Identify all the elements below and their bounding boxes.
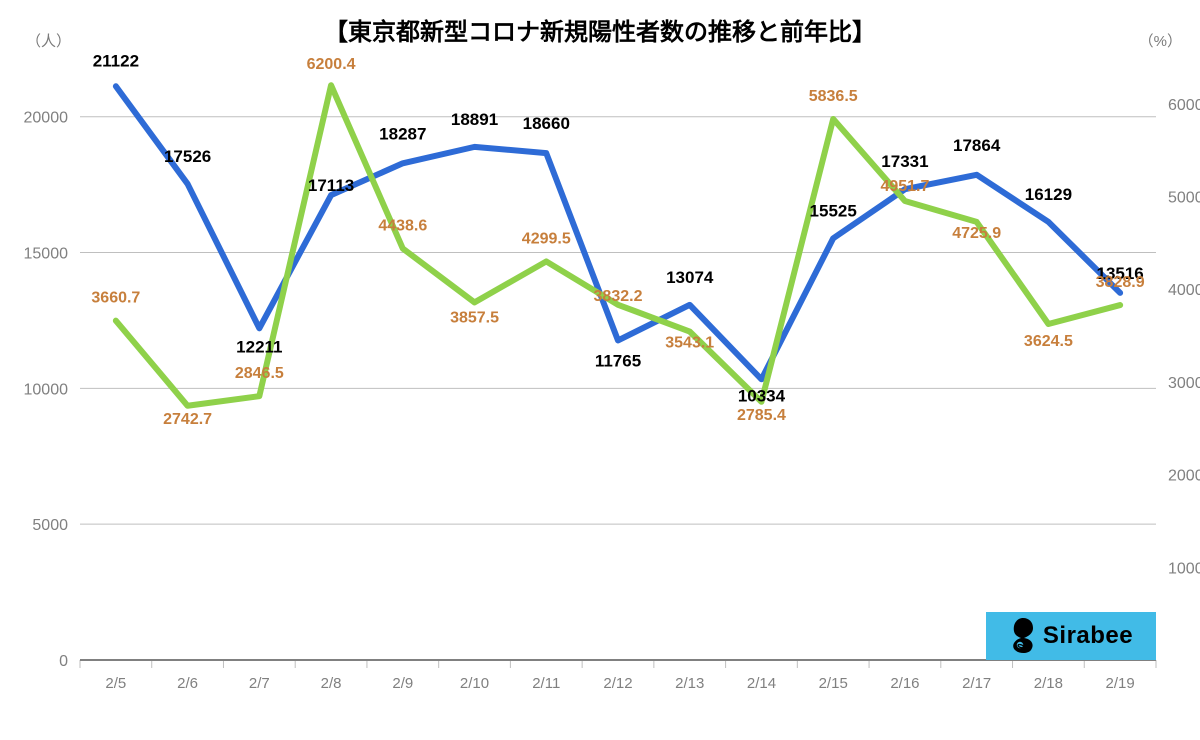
- svg-text:2/17: 2/17: [962, 675, 991, 692]
- svg-text:17113: 17113: [308, 176, 354, 195]
- svg-text:2846.5: 2846.5: [235, 365, 284, 382]
- svg-text:2/11: 2/11: [532, 675, 560, 692]
- svg-text:4951.7: 4951.7: [880, 178, 929, 195]
- svg-text:2/10: 2/10: [460, 675, 489, 692]
- svg-text:3624.5: 3624.5: [1024, 333, 1073, 350]
- svg-text:4438.6: 4438.6: [378, 218, 427, 235]
- svg-text:2/13: 2/13: [675, 675, 704, 692]
- svg-text:2/9: 2/9: [392, 675, 413, 692]
- svg-text:3857.5: 3857.5: [450, 309, 499, 326]
- svg-text:3000: 3000: [1168, 375, 1200, 392]
- svg-text:2/8: 2/8: [321, 675, 342, 692]
- svg-text:2785.4: 2785.4: [737, 407, 786, 424]
- svg-text:0: 0: [59, 653, 68, 670]
- svg-text:2/7: 2/7: [249, 675, 270, 692]
- svg-text:2/14: 2/14: [747, 675, 776, 692]
- svg-text:6200.4: 6200.4: [307, 56, 356, 73]
- svg-text:18660: 18660: [523, 114, 570, 133]
- svg-text:20000: 20000: [24, 110, 69, 127]
- svg-text:18891: 18891: [451, 110, 498, 129]
- svg-text:18287: 18287: [379, 124, 426, 143]
- svg-text:3832.2: 3832.2: [594, 288, 643, 305]
- svg-text:2/16: 2/16: [890, 675, 919, 692]
- svg-text:6000: 6000: [1168, 97, 1200, 114]
- svg-text:21122: 21122: [93, 51, 139, 70]
- svg-text:2/5: 2/5: [105, 675, 126, 692]
- logo-icon: [1009, 616, 1037, 656]
- svg-text:4299.5: 4299.5: [522, 230, 571, 247]
- svg-text:4725.9: 4725.9: [952, 225, 1001, 242]
- svg-text:17526: 17526: [164, 147, 211, 166]
- logo-text: Sirabee: [1043, 622, 1133, 650]
- logo-badge: Sirabee: [986, 612, 1156, 660]
- svg-text:2/19: 2/19: [1106, 675, 1135, 692]
- svg-text:2742.7: 2742.7: [163, 411, 212, 428]
- svg-text:10334: 10334: [738, 386, 786, 405]
- svg-text:2/12: 2/12: [603, 675, 632, 692]
- svg-text:15525: 15525: [810, 201, 857, 220]
- svg-text:16129: 16129: [1025, 185, 1072, 204]
- svg-text:3828.9: 3828.9: [1096, 274, 1145, 291]
- svg-text:17331: 17331: [881, 152, 928, 171]
- svg-text:1000: 1000: [1168, 560, 1200, 577]
- svg-text:3543.1: 3543.1: [665, 335, 714, 352]
- svg-text:13074: 13074: [666, 268, 714, 287]
- svg-text:4000: 4000: [1168, 282, 1200, 299]
- svg-text:10000: 10000: [24, 381, 69, 398]
- svg-text:15000: 15000: [24, 246, 69, 263]
- svg-text:2/18: 2/18: [1034, 675, 1063, 692]
- svg-text:5000: 5000: [32, 517, 68, 534]
- svg-text:2/15: 2/15: [819, 675, 848, 692]
- svg-text:2000: 2000: [1168, 468, 1200, 485]
- svg-text:12211: 12211: [236, 337, 282, 356]
- svg-text:3660.7: 3660.7: [91, 290, 140, 307]
- svg-text:5000: 5000: [1168, 190, 1200, 207]
- svg-text:17864: 17864: [953, 136, 1001, 155]
- svg-text:11765: 11765: [595, 351, 641, 370]
- chart-container: 【東京都新型コロナ新規陽性者数の推移と前年比】 （人） （%） 05000100…: [0, 0, 1200, 740]
- svg-text:2/6: 2/6: [177, 675, 198, 692]
- svg-text:5836.5: 5836.5: [809, 88, 858, 105]
